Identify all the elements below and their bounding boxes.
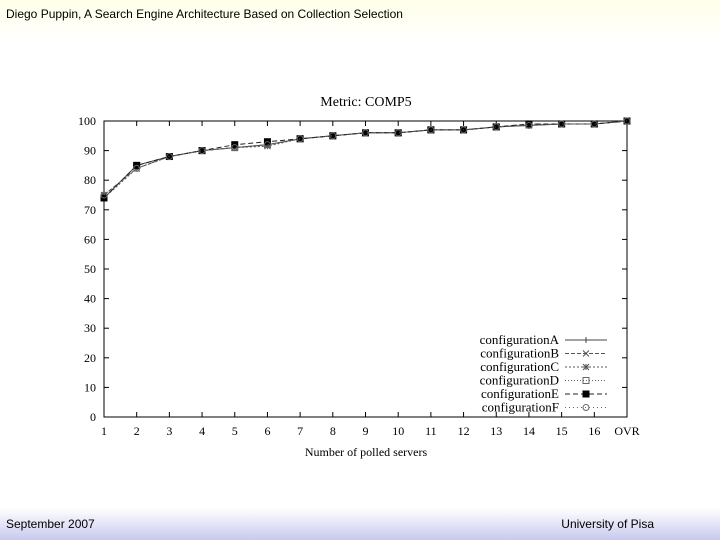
legend-label: configurationF bbox=[482, 400, 559, 415]
series-line-configurationD bbox=[103, 120, 628, 199]
legend-label: configurationA bbox=[480, 332, 560, 347]
y-tick-label: 20 bbox=[84, 351, 96, 365]
legend: configurationAconfigurationBconfiguratio… bbox=[480, 332, 607, 415]
legend-marker bbox=[582, 404, 590, 411]
header-band bbox=[0, 0, 720, 40]
x-tick-label: OVR bbox=[614, 424, 639, 438]
data-point bbox=[427, 126, 435, 134]
data-point bbox=[590, 120, 598, 128]
series-layer bbox=[100, 117, 631, 202]
data-point bbox=[623, 117, 631, 125]
series-line-configurationE bbox=[103, 120, 628, 199]
legend-label: configurationE bbox=[481, 386, 559, 401]
y-tick-label: 50 bbox=[84, 262, 96, 276]
data-point bbox=[329, 132, 337, 140]
x-tick-label: 5 bbox=[232, 424, 238, 438]
x-tick-label: 3 bbox=[166, 424, 172, 438]
x-tick-label: 12 bbox=[458, 424, 470, 438]
y-tick-label: 100 bbox=[78, 114, 96, 128]
data-point bbox=[198, 147, 206, 155]
y-tick-label: 40 bbox=[84, 292, 96, 306]
x-tick-label: 2 bbox=[134, 424, 140, 438]
x-tick-label: 8 bbox=[330, 424, 336, 438]
legend-marker bbox=[582, 390, 590, 398]
data-point bbox=[362, 129, 369, 137]
x-tick-label: 9 bbox=[363, 424, 369, 438]
data-point bbox=[100, 191, 108, 199]
data-point bbox=[460, 126, 468, 134]
legend-marker bbox=[583, 337, 589, 343]
data-point bbox=[492, 123, 500, 131]
footer-institution: University of Pisa bbox=[561, 517, 654, 531]
legend-label: configurationD bbox=[480, 373, 559, 388]
x-tick-label: 11 bbox=[425, 424, 437, 438]
x-tick-label: 4 bbox=[199, 424, 205, 438]
y-tick-label: 70 bbox=[84, 203, 96, 217]
data-point bbox=[165, 153, 173, 161]
x-axis-label: Number of polled servers bbox=[305, 445, 428, 459]
legend-label: configurationB bbox=[480, 346, 559, 361]
data-point bbox=[525, 121, 533, 129]
x-tick-label: 14 bbox=[523, 424, 535, 438]
data-point bbox=[231, 144, 239, 152]
data-point bbox=[263, 141, 271, 149]
footer-band bbox=[0, 508, 720, 540]
y-tick-label: 90 bbox=[84, 144, 96, 158]
x-tick-label: 13 bbox=[490, 424, 502, 438]
y-tick-label: 80 bbox=[84, 173, 96, 187]
legend-marker bbox=[582, 363, 590, 371]
x-tick-label: 15 bbox=[556, 424, 568, 438]
x-tick-label: 7 bbox=[297, 424, 303, 438]
y-tick-label: 30 bbox=[84, 321, 96, 335]
footer-date: September 2007 bbox=[6, 517, 95, 531]
y-tick-label: 0 bbox=[90, 410, 96, 424]
x-tick-label: 10 bbox=[392, 424, 404, 438]
slide-header: Diego Puppin, A Search Engine Architectu… bbox=[6, 7, 403, 21]
x-tick-label: 16 bbox=[588, 424, 600, 438]
x-tick-label: 6 bbox=[264, 424, 270, 438]
legend-marker bbox=[582, 350, 590, 357]
chart-title: Metric: COMP5 bbox=[320, 95, 411, 110]
data-point bbox=[394, 129, 402, 137]
y-tick-label: 10 bbox=[84, 380, 96, 394]
legend-label: configurationC bbox=[480, 359, 559, 374]
x-tick-label: 1 bbox=[101, 424, 107, 438]
legend-marker bbox=[582, 377, 590, 384]
data-point bbox=[296, 135, 304, 143]
data-point bbox=[264, 142, 271, 150]
data-point bbox=[133, 164, 141, 172]
y-tick-label: 60 bbox=[84, 232, 96, 246]
data-point bbox=[558, 120, 566, 128]
